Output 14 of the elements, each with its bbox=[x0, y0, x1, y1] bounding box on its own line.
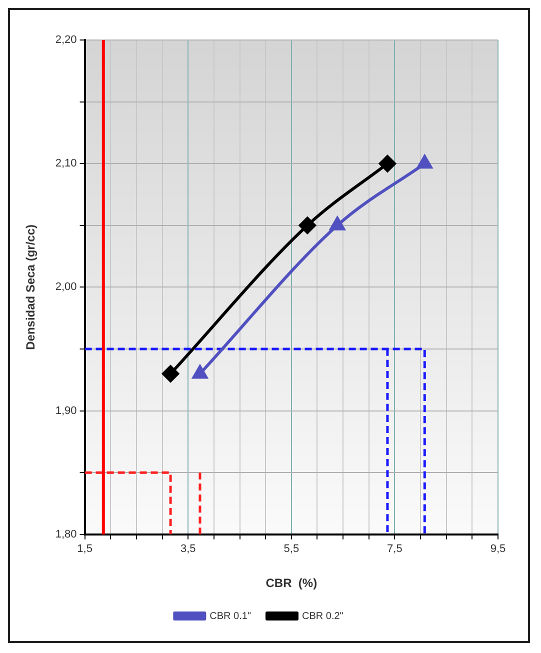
x-tick-label: 9,5 bbox=[490, 543, 506, 556]
y-axis-title: Densidad Seca (gr/cc) bbox=[24, 224, 38, 350]
x-tick-label: 7,5 bbox=[387, 543, 402, 556]
y-tick-label: 2,10 bbox=[55, 158, 77, 170]
x-tick-label: 1,5 bbox=[77, 543, 92, 556]
y-tick-label: 1,90 bbox=[55, 404, 77, 417]
x-tick-label: 3,5 bbox=[180, 543, 196, 556]
y-tick-label: 2,00 bbox=[55, 281, 77, 294]
legend-label: CBR 0.1" bbox=[210, 610, 252, 622]
x-tick-label: 5,5 bbox=[284, 543, 300, 556]
x-axis-title: CBR (%) bbox=[266, 576, 318, 590]
y-tick-label: 1,80 bbox=[55, 528, 77, 540]
y-tick-label: 2,20 bbox=[55, 34, 77, 46]
legend-label: CBR 0.2" bbox=[302, 610, 344, 622]
